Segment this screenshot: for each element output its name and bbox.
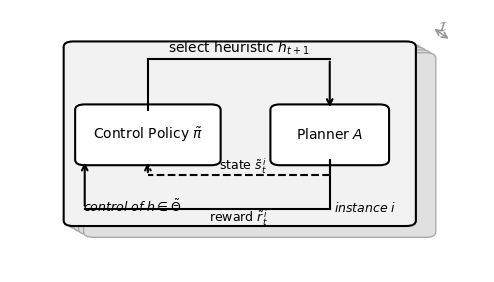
- FancyBboxPatch shape: [79, 50, 431, 234]
- Text: state $\tilde{s}_t^{\,i}$: state $\tilde{s}_t^{\,i}$: [219, 157, 267, 176]
- Text: control of $h \in \tilde{\Theta}$: control of $h \in \tilde{\Theta}$: [83, 199, 181, 215]
- Text: select heuristic $h_{t+1}$: select heuristic $h_{t+1}$: [168, 39, 310, 57]
- Text: Planner $A$: Planner $A$: [296, 127, 364, 142]
- Text: $\mathcal{I}$: $\mathcal{I}$: [438, 21, 447, 34]
- FancyBboxPatch shape: [270, 104, 389, 165]
- FancyBboxPatch shape: [69, 44, 421, 229]
- FancyBboxPatch shape: [64, 41, 416, 226]
- Text: Control Policy $\tilde{\pi}$: Control Policy $\tilde{\pi}$: [93, 125, 203, 144]
- FancyBboxPatch shape: [75, 104, 221, 165]
- FancyBboxPatch shape: [74, 47, 426, 232]
- FancyBboxPatch shape: [83, 53, 436, 237]
- Text: instance $i$: instance $i$: [334, 201, 397, 215]
- Text: reward $\tilde{r}_t^{\,i}$: reward $\tilde{r}_t^{\,i}$: [209, 209, 268, 228]
